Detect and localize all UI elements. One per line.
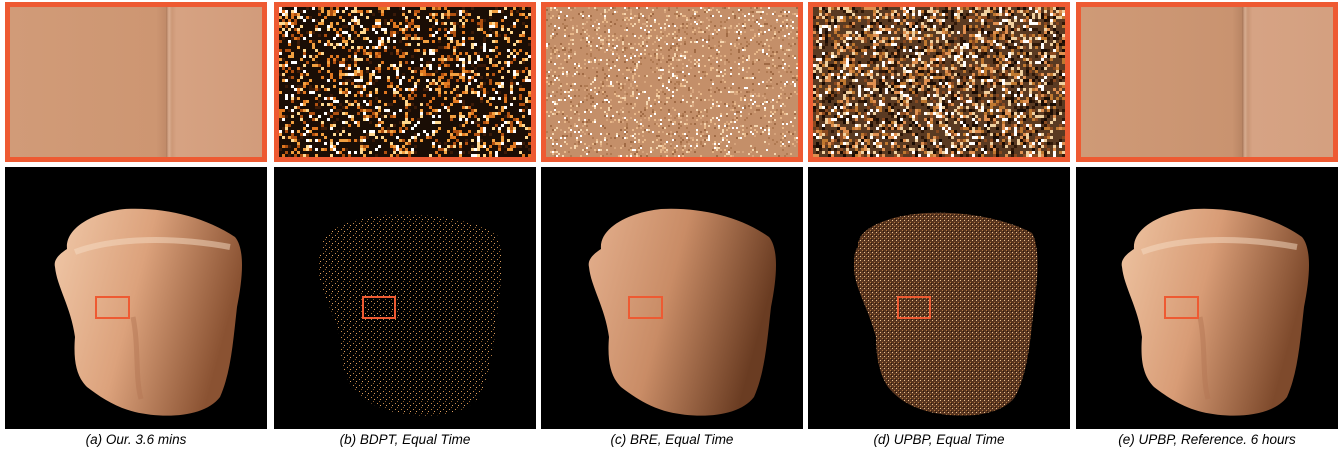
panel-d: (d) UPBP, Equal Time [808, 0, 1070, 457]
caption-b: (b) BDPT, Equal Time [339, 432, 471, 447]
caption-e: (e) UPBP, Reference. 6 hours [1118, 432, 1296, 447]
zoom-crop-e [1076, 2, 1338, 162]
zoom-crop-b [274, 2, 536, 162]
zoom-crop-d [808, 2, 1070, 162]
caption-a: (a) Our. 3.6 mins [85, 432, 187, 447]
render-d [808, 167, 1070, 429]
panel-b: (b) BDPT, Equal Time [274, 0, 536, 457]
panel-e: (e) UPBP, Reference. 6 hours [1076, 0, 1338, 457]
zoom-crop-a [5, 2, 267, 162]
panel-c: (c) BRE, Equal Time [541, 0, 803, 457]
caption-c: (c) BRE, Equal Time [610, 432, 734, 447]
panel-a: (a) Our. 3.6 mins [5, 0, 267, 457]
render-c [541, 167, 803, 429]
render-a [5, 167, 267, 429]
render-e [1076, 167, 1338, 429]
render-b [274, 167, 536, 429]
zoom-crop-c [541, 2, 803, 162]
caption-d: (d) UPBP, Equal Time [873, 432, 1005, 447]
